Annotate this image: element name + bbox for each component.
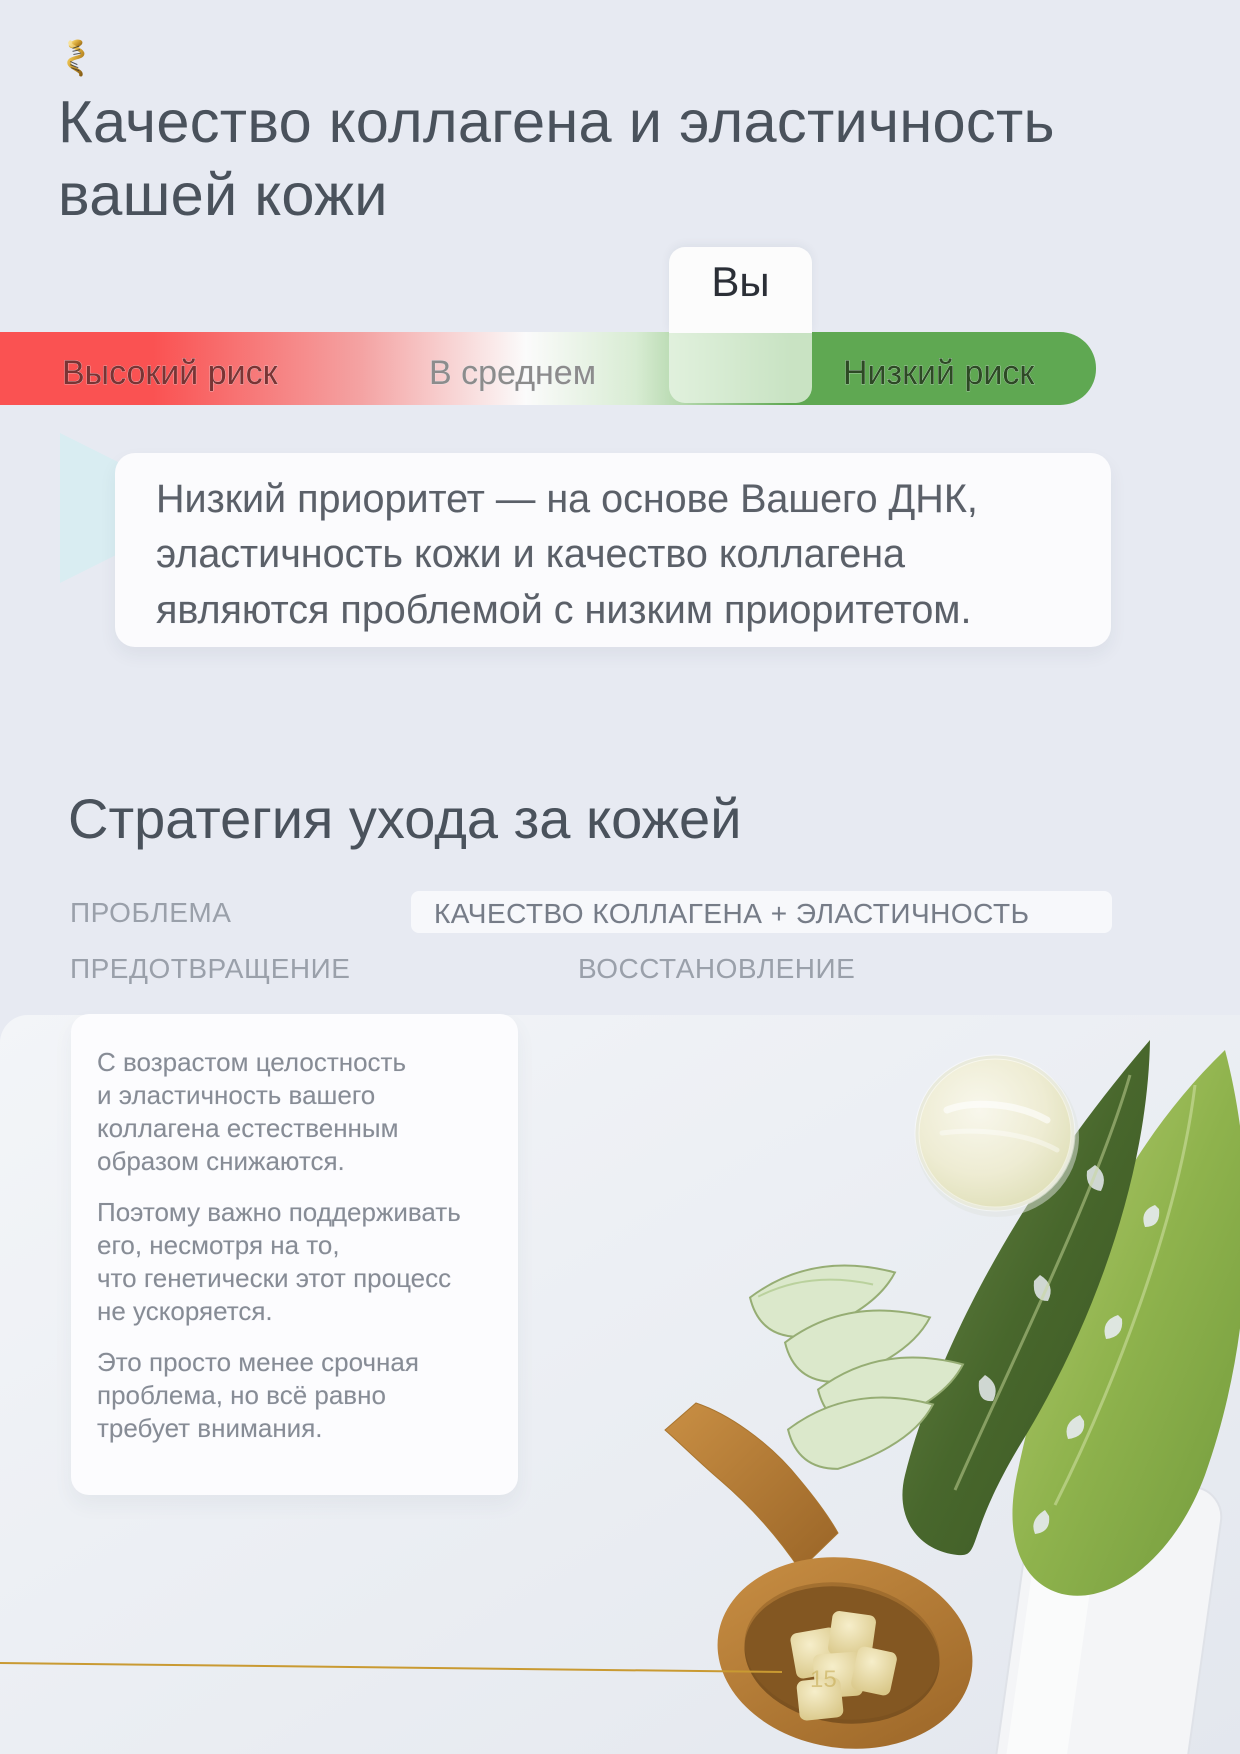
svg-text:15: 15 (810, 1666, 837, 1693)
